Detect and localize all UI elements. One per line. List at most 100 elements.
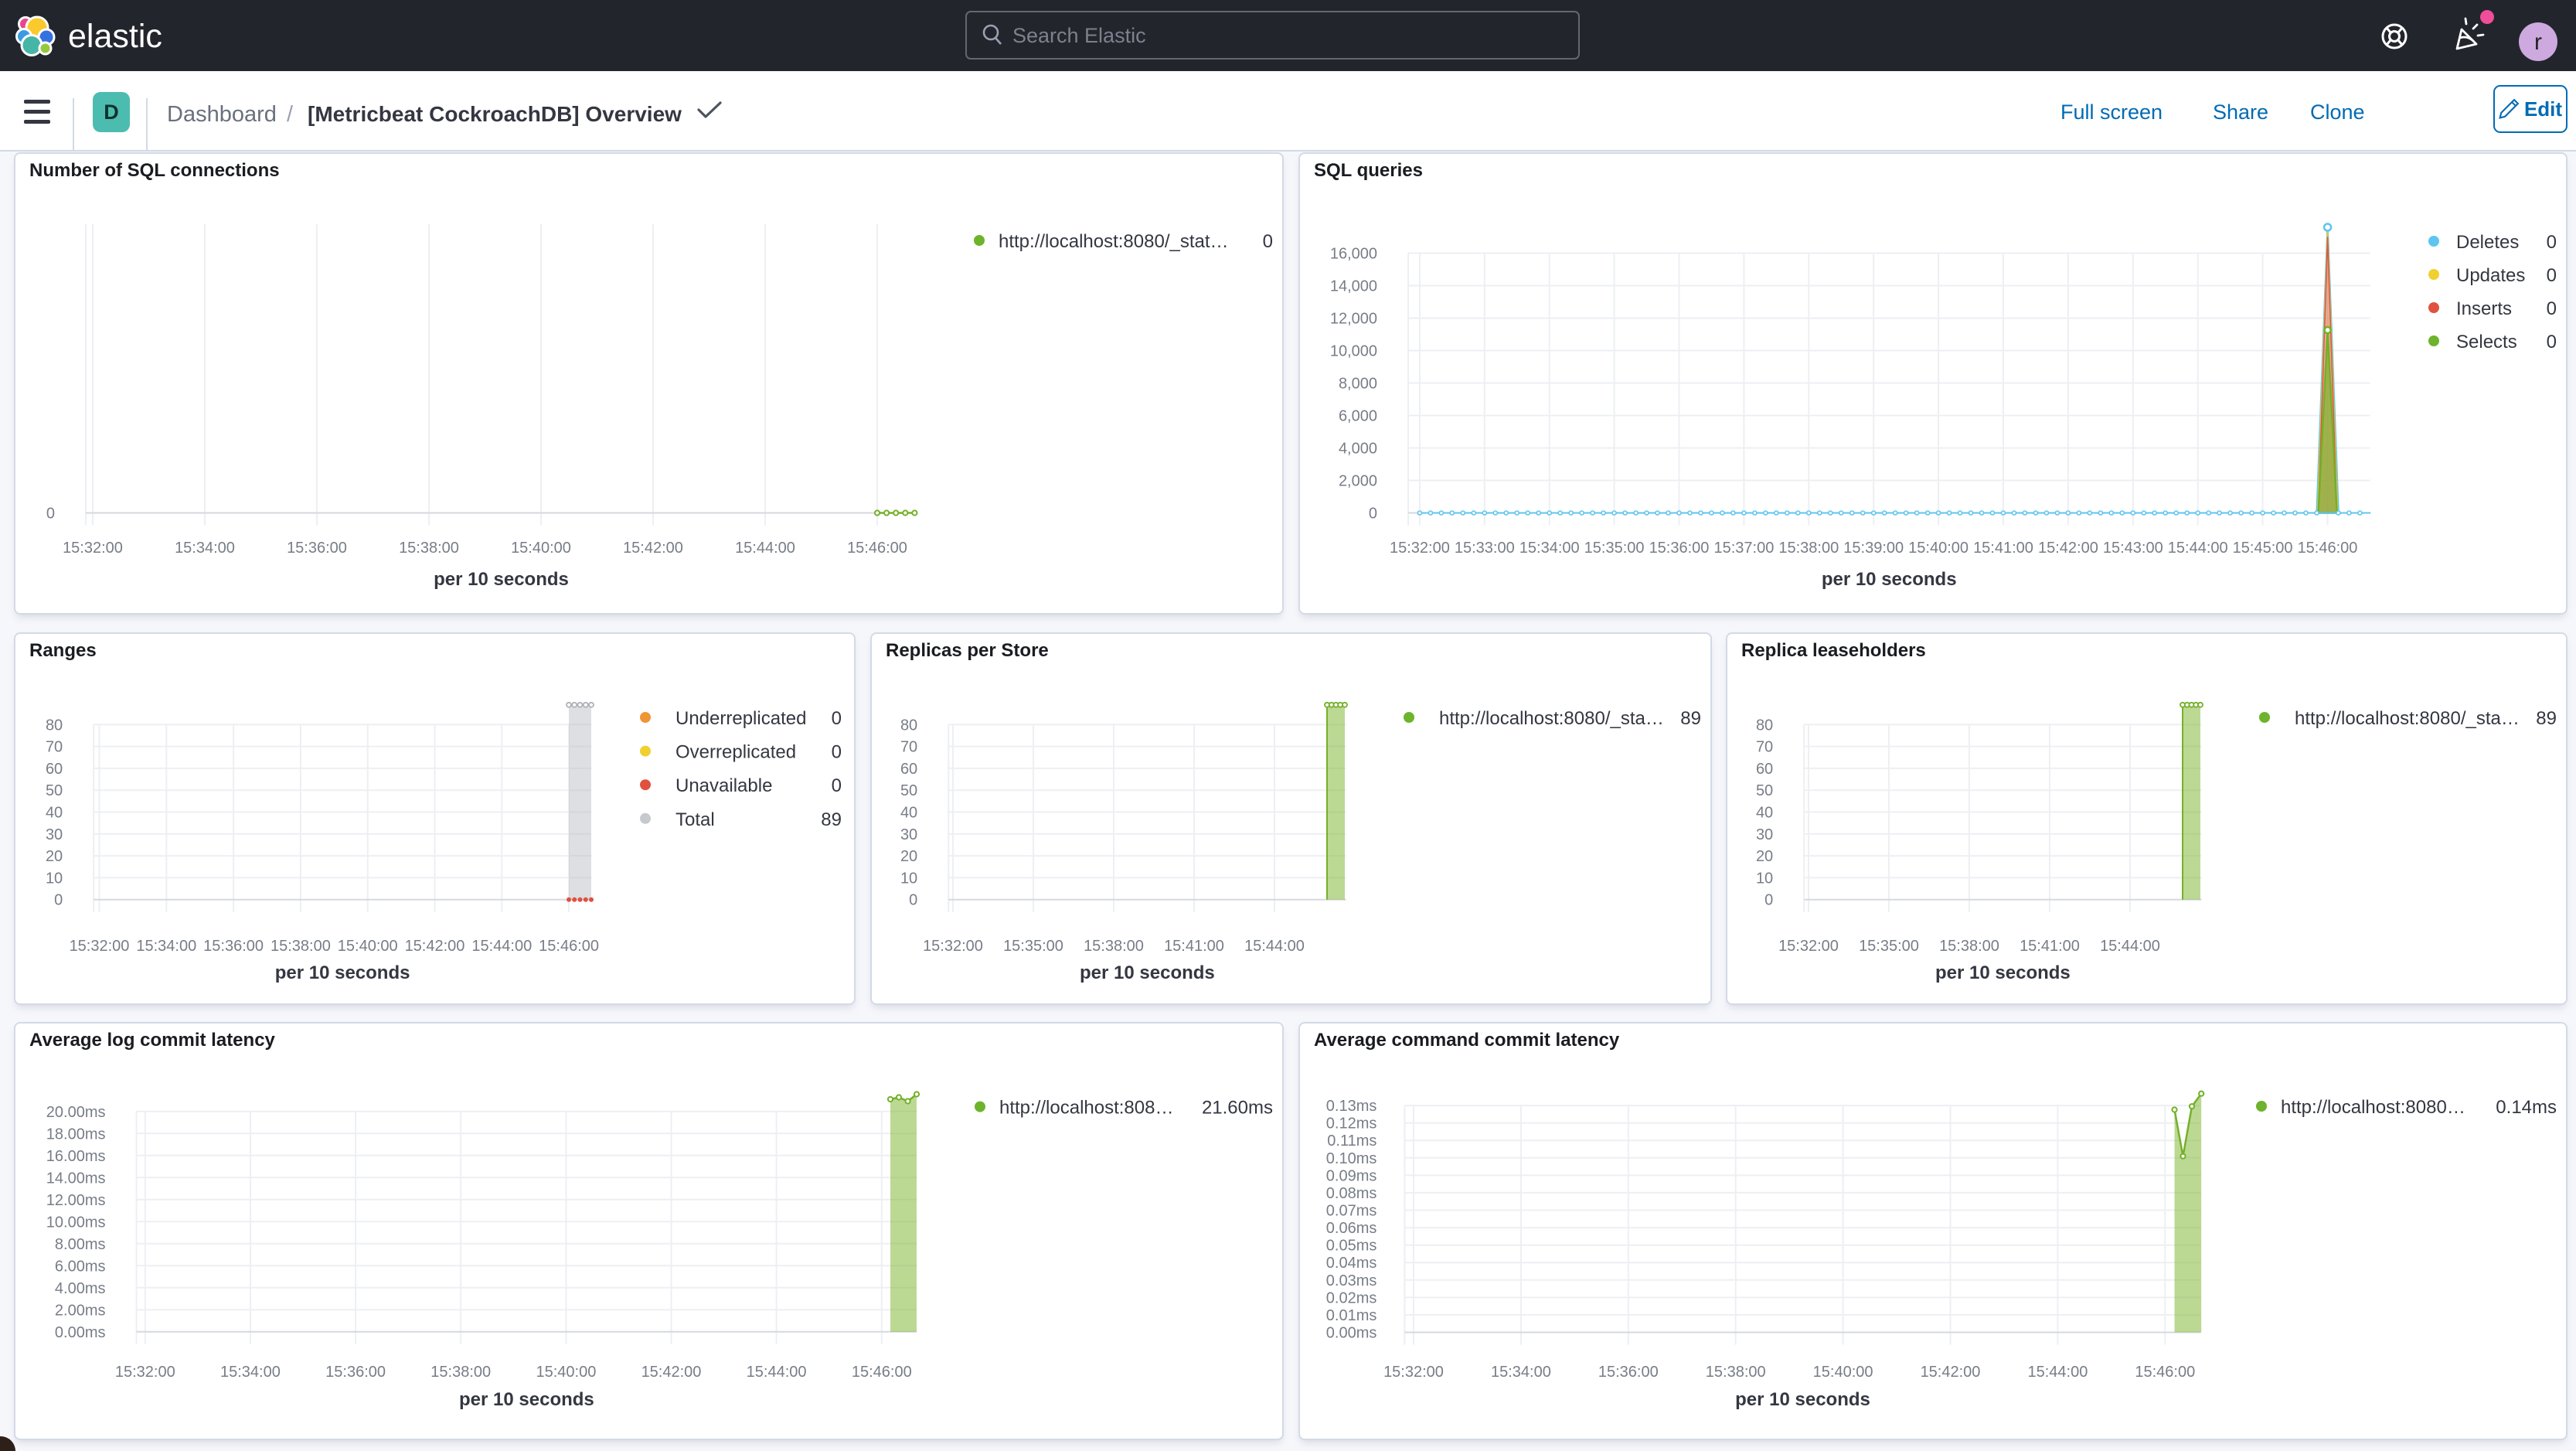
svg-text:per 10 seconds: per 10 seconds bbox=[1935, 962, 2071, 983]
svg-text:per 10 seconds: per 10 seconds bbox=[459, 1389, 594, 1410]
svg-text:8.00ms: 8.00ms bbox=[55, 1236, 106, 1253]
svg-text:15:44:00: 15:44:00 bbox=[1244, 938, 1305, 955]
svg-text:15:44:00: 15:44:00 bbox=[471, 938, 532, 955]
svg-text:Average log commit latency: Average log commit latency bbox=[29, 1030, 276, 1051]
svg-text:20: 20 bbox=[900, 848, 917, 865]
svg-text:15:41:00: 15:41:00 bbox=[1164, 938, 1224, 955]
svg-text:0: 0 bbox=[909, 892, 917, 909]
svg-text:15:40:00: 15:40:00 bbox=[1813, 1364, 1873, 1381]
svg-text:0.06ms: 0.06ms bbox=[1326, 1220, 1377, 1237]
svg-text:0.12ms: 0.12ms bbox=[1326, 1115, 1377, 1133]
svg-text:0.02ms: 0.02ms bbox=[1326, 1289, 1377, 1306]
svg-text:0.13ms: 0.13ms bbox=[1326, 1098, 1377, 1115]
svg-text:18.00ms: 18.00ms bbox=[46, 1126, 106, 1143]
svg-text:16.00ms: 16.00ms bbox=[46, 1148, 106, 1165]
svg-text:15:40:00: 15:40:00 bbox=[511, 540, 571, 557]
svg-text:15:46:00: 15:46:00 bbox=[2135, 1364, 2195, 1381]
svg-text:12.00ms: 12.00ms bbox=[46, 1192, 106, 1209]
svg-text:8,000: 8,000 bbox=[1339, 376, 1377, 393]
svg-text:10: 10 bbox=[1756, 870, 1773, 887]
svg-text:60: 60 bbox=[900, 761, 917, 778]
svg-text:0: 0 bbox=[832, 708, 842, 729]
svg-text:40: 40 bbox=[900, 805, 917, 822]
svg-text:6,000: 6,000 bbox=[1339, 408, 1377, 425]
svg-text:15:32:00: 15:32:00 bbox=[63, 540, 123, 557]
svg-text:Selects: Selects bbox=[2456, 332, 2517, 353]
svg-text:15:36:00: 15:36:00 bbox=[203, 938, 264, 955]
svg-text:15:40:00: 15:40:00 bbox=[536, 1364, 596, 1381]
svg-text:10,000: 10,000 bbox=[1330, 343, 1377, 360]
svg-text:15:42:00: 15:42:00 bbox=[2038, 540, 2098, 557]
svg-text:15:32:00: 15:32:00 bbox=[70, 938, 130, 955]
svg-text:per 10 seconds: per 10 seconds bbox=[275, 962, 410, 983]
svg-text:15:39:00: 15:39:00 bbox=[1843, 540, 1904, 557]
svg-text:70: 70 bbox=[46, 739, 63, 756]
svg-text:15:42:00: 15:42:00 bbox=[1921, 1364, 1981, 1381]
svg-text:15:41:00: 15:41:00 bbox=[1973, 540, 2033, 557]
svg-text:20.00ms: 20.00ms bbox=[46, 1104, 106, 1121]
svg-text:15:36:00: 15:36:00 bbox=[287, 540, 347, 557]
svg-text:http://localhost:8080…: http://localhost:8080… bbox=[2281, 1097, 2465, 1118]
svg-text:http://localhost:8080/_sta…: http://localhost:8080/_sta… bbox=[2295, 708, 2520, 729]
svg-text:SQL queries: SQL queries bbox=[1314, 160, 1423, 181]
svg-text:Average command commit latency: Average command commit latency bbox=[1314, 1030, 1620, 1051]
svg-text:per 10 seconds: per 10 seconds bbox=[434, 569, 569, 590]
svg-text:15:38:00: 15:38:00 bbox=[271, 938, 331, 955]
svg-text:elastic: elastic bbox=[68, 18, 162, 55]
svg-text:15:35:00: 15:35:00 bbox=[1859, 938, 1919, 955]
svg-text:15:38:00: 15:38:00 bbox=[1706, 1364, 1766, 1381]
svg-text:40: 40 bbox=[46, 805, 63, 822]
svg-text:15:36:00: 15:36:00 bbox=[325, 1364, 386, 1381]
svg-text:15:44:00: 15:44:00 bbox=[2168, 540, 2228, 557]
svg-text:Total: Total bbox=[675, 809, 715, 830]
svg-text:20: 20 bbox=[46, 848, 63, 865]
svg-text:per 10 seconds: per 10 seconds bbox=[1735, 1389, 1870, 1410]
svg-text:0.10ms: 0.10ms bbox=[1326, 1150, 1377, 1167]
svg-text:15:44:00: 15:44:00 bbox=[2027, 1364, 2088, 1381]
svg-text:60: 60 bbox=[1756, 761, 1773, 778]
svg-text:2.00ms: 2.00ms bbox=[55, 1302, 106, 1319]
svg-text:15:35:00: 15:35:00 bbox=[1003, 938, 1063, 955]
svg-text:15:46:00: 15:46:00 bbox=[852, 1364, 912, 1381]
svg-text:0: 0 bbox=[2547, 332, 2557, 353]
svg-text:15:38:00: 15:38:00 bbox=[1778, 540, 1839, 557]
svg-text:0.14ms: 0.14ms bbox=[2496, 1097, 2557, 1118]
svg-text:15:34:00: 15:34:00 bbox=[220, 1364, 281, 1381]
svg-text:15:34:00: 15:34:00 bbox=[136, 938, 196, 955]
svg-text:Ranges: Ranges bbox=[29, 640, 97, 661]
svg-text:6.00ms: 6.00ms bbox=[55, 1258, 106, 1275]
svg-text:14.00ms: 14.00ms bbox=[46, 1170, 106, 1187]
svg-text:Inserts: Inserts bbox=[2456, 298, 2512, 319]
svg-text:15:40:00: 15:40:00 bbox=[338, 938, 398, 955]
svg-text:15:32:00: 15:32:00 bbox=[923, 938, 983, 955]
svg-text:15:32:00: 15:32:00 bbox=[1383, 1364, 1444, 1381]
svg-text:0: 0 bbox=[1263, 231, 1273, 252]
svg-text:60: 60 bbox=[46, 761, 63, 778]
svg-text:0.07ms: 0.07ms bbox=[1326, 1203, 1377, 1220]
svg-text:15:32:00: 15:32:00 bbox=[1778, 938, 1839, 955]
svg-text:80: 80 bbox=[46, 717, 63, 734]
svg-text:0.03ms: 0.03ms bbox=[1326, 1272, 1377, 1289]
svg-text:15:42:00: 15:42:00 bbox=[641, 1364, 702, 1381]
svg-text:10: 10 bbox=[46, 870, 63, 887]
svg-text:15:38:00: 15:38:00 bbox=[399, 540, 459, 557]
svg-text:http://localhost:8080/_sta…: http://localhost:8080/_sta… bbox=[1439, 708, 1664, 729]
svg-text:0.09ms: 0.09ms bbox=[1326, 1167, 1377, 1184]
svg-text:30: 30 bbox=[1756, 826, 1773, 843]
svg-text:15:41:00: 15:41:00 bbox=[2020, 938, 2080, 955]
svg-text:15:32:00: 15:32:00 bbox=[115, 1364, 175, 1381]
svg-text:89: 89 bbox=[2536, 708, 2557, 729]
svg-text:http://localhost:8080/_stat…: http://localhost:8080/_stat… bbox=[999, 231, 1229, 252]
svg-text:15:46:00: 15:46:00 bbox=[2298, 540, 2358, 557]
svg-text:15:32:00: 15:32:00 bbox=[1390, 540, 1450, 557]
svg-text:70: 70 bbox=[1756, 739, 1773, 756]
svg-text:0: 0 bbox=[2547, 298, 2557, 319]
svg-text:14,000: 14,000 bbox=[1330, 278, 1377, 295]
svg-text:4.00ms: 4.00ms bbox=[55, 1280, 106, 1297]
svg-text:0: 0 bbox=[832, 742, 842, 763]
svg-text:15:46:00: 15:46:00 bbox=[539, 938, 599, 955]
svg-text:15:42:00: 15:42:00 bbox=[405, 938, 465, 955]
svg-text:15:42:00: 15:42:00 bbox=[623, 540, 683, 557]
svg-text:0: 0 bbox=[1764, 892, 1773, 909]
svg-text:10.00ms: 10.00ms bbox=[46, 1214, 106, 1231]
